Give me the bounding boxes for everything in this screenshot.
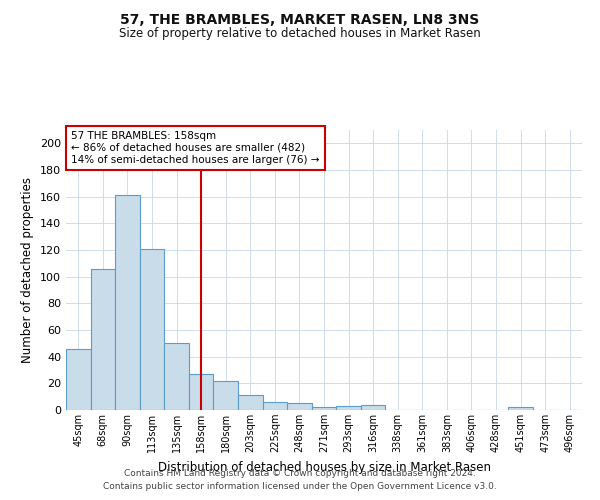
Text: Contains HM Land Registry data © Crown copyright and database right 2024.: Contains HM Land Registry data © Crown c…: [124, 468, 476, 477]
Bar: [361, 404, 385, 410]
Bar: [189, 374, 214, 410]
Text: 57 THE BRAMBLES: 158sqm
← 86% of detached houses are smaller (482)
14% of semi-d: 57 THE BRAMBLES: 158sqm ← 86% of detache…: [71, 132, 320, 164]
X-axis label: Distribution of detached houses by size in Market Rasen: Distribution of detached houses by size …: [157, 460, 491, 473]
Bar: [287, 404, 312, 410]
Bar: [238, 396, 263, 410]
Bar: [164, 344, 189, 410]
Text: Contains public sector information licensed under the Open Government Licence v3: Contains public sector information licen…: [103, 482, 497, 491]
Bar: [214, 380, 238, 410]
Bar: [91, 268, 115, 410]
Bar: [66, 348, 91, 410]
Bar: [508, 408, 533, 410]
Y-axis label: Number of detached properties: Number of detached properties: [22, 177, 34, 363]
Text: Size of property relative to detached houses in Market Rasen: Size of property relative to detached ho…: [119, 28, 481, 40]
Bar: [140, 248, 164, 410]
Bar: [312, 408, 336, 410]
Bar: [263, 402, 287, 410]
Bar: [115, 196, 140, 410]
Bar: [336, 406, 361, 410]
Text: 57, THE BRAMBLES, MARKET RASEN, LN8 3NS: 57, THE BRAMBLES, MARKET RASEN, LN8 3NS: [121, 12, 479, 26]
